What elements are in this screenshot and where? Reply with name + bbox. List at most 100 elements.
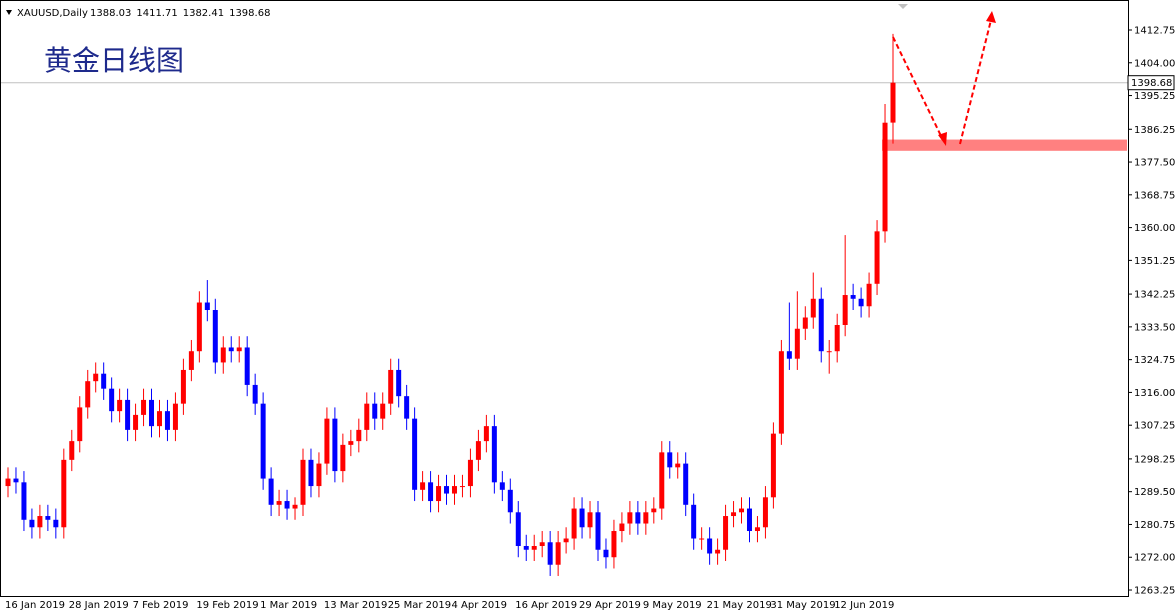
candle-body <box>491 426 497 483</box>
candle-body <box>834 324 840 352</box>
candle-body <box>794 328 800 359</box>
candle-body <box>691 504 697 539</box>
candle-body <box>483 426 489 442</box>
x-tick-label: 1 Mar 2019 <box>260 600 317 611</box>
candle-body <box>675 463 681 468</box>
x-tick-label: 19 Feb 2019 <box>196 600 258 611</box>
y-tick-label: 1307.25 <box>1134 421 1175 432</box>
candle-body <box>69 441 75 460</box>
candle-body <box>746 508 752 532</box>
candle-body <box>635 512 641 524</box>
candle-body <box>866 283 872 307</box>
candle-body <box>619 523 625 532</box>
plot-frame <box>0 0 1129 597</box>
candle-body <box>125 399 131 430</box>
header-value: 1411.71 <box>136 8 177 19</box>
candle-body <box>284 501 290 509</box>
x-tick-label: 4 Apr 2019 <box>451 600 506 611</box>
y-tick-label: 1289.50 <box>1134 487 1175 498</box>
candle-body <box>420 482 426 490</box>
candle-body <box>133 414 139 430</box>
y-tick-label: 1333.50 <box>1134 322 1175 333</box>
candle-body <box>651 508 657 513</box>
candle-body <box>220 347 226 363</box>
candle-body <box>268 478 274 505</box>
candle-body <box>523 546 529 550</box>
candle-body <box>172 403 178 430</box>
current-price-label: 1398.68 <box>1131 78 1172 89</box>
candle-body <box>412 418 418 490</box>
candle-body <box>316 463 322 487</box>
candle-body <box>890 82 896 123</box>
x-tick-label: 16 Apr 2019 <box>515 600 577 611</box>
candle-body <box>156 411 162 427</box>
candle-body <box>372 403 378 419</box>
candle-body <box>723 516 729 550</box>
candle-body <box>715 549 721 554</box>
candle-body <box>236 347 242 352</box>
candle-body <box>188 351 194 370</box>
y-tick-label: 1395.25 <box>1134 91 1175 102</box>
candle-body <box>300 459 306 505</box>
y-tick-label: 1404.00 <box>1134 58 1175 69</box>
candle-body <box>515 512 521 547</box>
candle-body <box>818 298 824 352</box>
candle-body <box>531 546 537 550</box>
candle-body <box>93 373 99 382</box>
shift-marker <box>898 4 908 9</box>
candle-body <box>858 298 864 307</box>
candle-body <box>683 463 689 505</box>
candle-body <box>141 399 147 415</box>
menu-triangle <box>6 10 12 15</box>
y-tick-label: 1351.25 <box>1134 256 1175 267</box>
header-value: 1398.68 <box>229 8 270 19</box>
candle-body <box>667 452 673 468</box>
candle-body <box>109 388 115 412</box>
x-tick-label: 7 Feb 2019 <box>133 600 189 611</box>
x-tick-label: 25 Mar 2019 <box>388 600 451 611</box>
candle-body <box>196 302 202 352</box>
y-tick-label: 1280.75 <box>1134 520 1175 531</box>
candle-body <box>228 347 234 352</box>
candle-body <box>762 497 768 528</box>
candle-body <box>364 403 370 430</box>
candle-body <box>85 381 91 408</box>
candle-body <box>786 351 792 359</box>
candle-body <box>563 538 569 543</box>
candle-body <box>292 504 298 509</box>
candle-body <box>571 508 577 539</box>
candle-body <box>436 486 442 502</box>
y-tick-label: 1298.25 <box>1134 454 1175 465</box>
candle-body <box>874 231 880 284</box>
candle-body <box>45 516 51 520</box>
candle-body <box>204 302 210 311</box>
candle-body <box>61 459 67 528</box>
candle-body <box>428 482 434 502</box>
header-value: 1382.41 <box>183 8 224 19</box>
candle-body <box>659 452 665 509</box>
x-tick-label: 9 May 2019 <box>643 600 702 611</box>
candle-body <box>731 512 737 517</box>
symbol-label: XAUUSD,Daily <box>17 8 88 19</box>
candle-body <box>555 542 561 565</box>
x-tick-label: 29 Apr 2019 <box>579 600 641 611</box>
y-tick-label: 1368.75 <box>1134 190 1175 201</box>
ohlc-header: 1388.03 1411.71 1382.41 1398.68 <box>90 8 270 19</box>
candle-body <box>404 396 410 419</box>
candle-body <box>627 512 633 524</box>
candle-body <box>117 399 123 412</box>
candle-body <box>507 489 513 513</box>
x-tick-label: 16 Jan 2019 <box>5 600 65 611</box>
candle-body <box>467 459 473 487</box>
x-tick-label: 13 Mar 2019 <box>324 600 387 611</box>
candle-body <box>332 418 338 472</box>
candle-body <box>707 538 713 554</box>
candle-body <box>149 399 155 427</box>
header-value: 1388.03 <box>90 8 131 19</box>
x-tick-label: 12 Jun 2019 <box>834 600 894 611</box>
candle-body <box>340 444 346 472</box>
candle-body <box>499 482 505 490</box>
candle-body <box>13 478 19 483</box>
candle-body <box>260 403 266 479</box>
